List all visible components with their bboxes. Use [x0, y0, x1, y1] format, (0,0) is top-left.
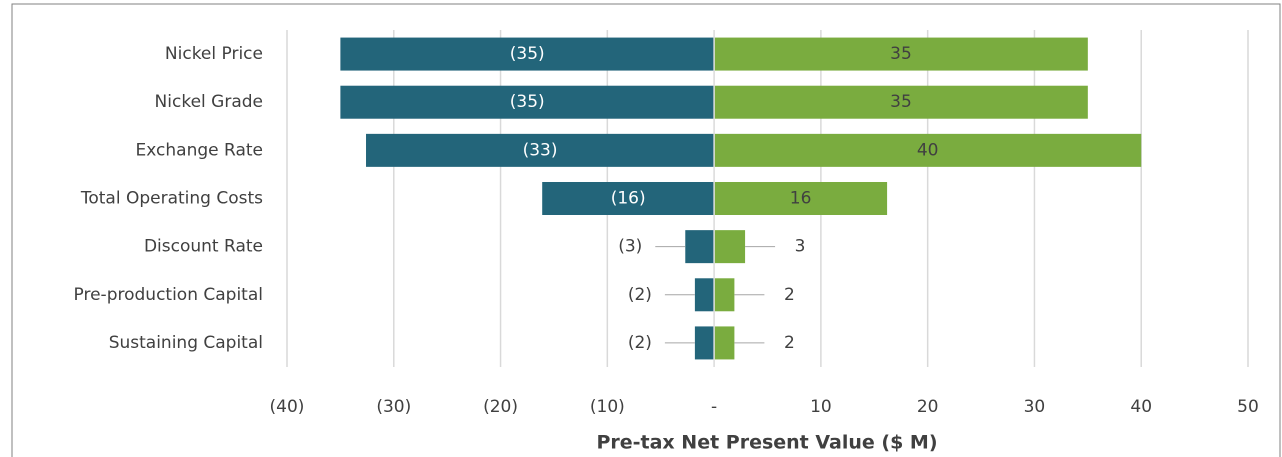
data-label: (35): [510, 44, 545, 64]
bar: [685, 230, 715, 264]
data-label: (2): [628, 333, 652, 353]
bar: [714, 85, 1088, 119]
bar: [340, 37, 715, 71]
x-tick-label: 40: [1130, 397, 1152, 417]
data-label: (2): [628, 285, 652, 305]
data-label: 35: [890, 92, 912, 112]
x-tick-label: -: [711, 397, 717, 417]
bar: [714, 182, 888, 215]
x-tick-label: 30: [1024, 397, 1046, 417]
bar: [694, 278, 715, 312]
x-tick-label: (10): [590, 397, 625, 417]
data-label: 3: [795, 237, 806, 257]
y-tick-label: Exchange Rate: [136, 140, 263, 160]
data-label: 16: [790, 189, 812, 209]
bar: [542, 182, 715, 215]
data-label: (33): [523, 140, 558, 160]
bar: [714, 326, 735, 360]
y-tick-label: Discount Rate: [144, 237, 263, 257]
x-tick-label: 50: [1237, 397, 1259, 417]
bar: [366, 133, 715, 167]
x-tick-label: 20: [917, 397, 939, 417]
y-tick-label: Total Operating Costs: [80, 189, 263, 209]
bar: [694, 326, 715, 360]
bar: [714, 37, 1088, 71]
bar: [714, 230, 746, 264]
data-label: (35): [510, 92, 545, 112]
y-tick-label: Nickel Grade: [155, 92, 263, 112]
chart-frame: [11, 3, 1281, 457]
x-tick-label: (30): [376, 397, 411, 417]
x-axis-title: Pre-tax Net Present Value ($ M): [596, 432, 937, 454]
data-label: 2: [784, 333, 795, 353]
x-tick-label: 10: [810, 397, 832, 417]
bar: [714, 278, 735, 312]
bar: [340, 85, 715, 119]
data-label: 2: [784, 285, 795, 305]
y-tick-label: Pre-production Capital: [74, 285, 263, 305]
y-tick-label: Sustaining Capital: [109, 333, 263, 353]
data-label: 40: [917, 140, 939, 160]
data-label: (3): [618, 237, 642, 257]
x-tick-label: (40): [270, 397, 305, 417]
y-tick-label: Nickel Price: [165, 44, 263, 64]
data-label: 35: [890, 44, 912, 64]
x-tick-label: (20): [483, 397, 518, 417]
data-label: (16): [611, 189, 646, 209]
bar: [714, 133, 1142, 167]
